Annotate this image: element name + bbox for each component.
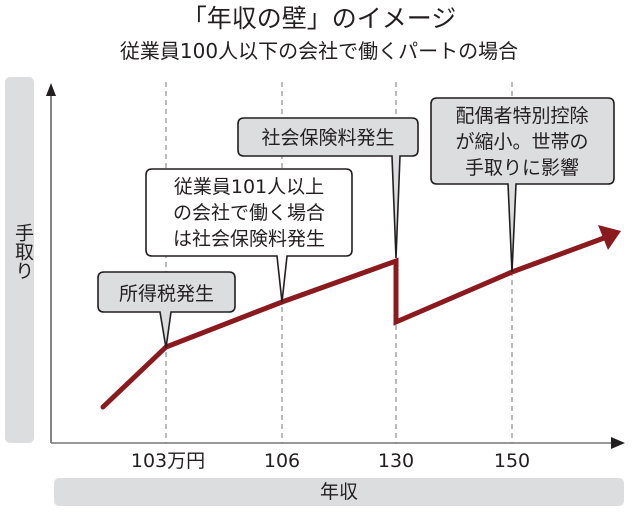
line-arrowhead-icon (598, 225, 621, 250)
axes (46, 83, 625, 449)
callout-large-company: 従業員101人以上 の会社で働く場合 は社会保険料発生 (145, 168, 353, 303)
callout-social-insurance-text: 社会保険料発生 (261, 127, 394, 149)
chart-title: 「年収の壁」のイメージ (181, 4, 457, 33)
callout-large-company-line3: は社会保険料発生 (173, 228, 325, 250)
x-tick-106: 106 (263, 450, 301, 472)
x-axis-label-bar: 年収 (54, 478, 624, 506)
callout-income-tax-text: 所得税発生 (119, 283, 214, 305)
x-tick-103: 103万円 (130, 450, 206, 472)
callout-spousal-deduction-line1: 配偶者特別控除 (455, 105, 588, 127)
callout-spousal-deduction: 配偶者特別控除 が縮小。世帯の 手取りに影響 (430, 97, 615, 273)
callout-spousal-deduction-line3: 手取りに影響 (465, 157, 579, 179)
chart-subtitle: 従業員100人以下の会社で働くパートの場合 (119, 39, 519, 63)
callout-social-insurance: 社会保険料発生 (237, 117, 419, 259)
y-axis-label-bar: 手取り (5, 77, 34, 443)
y-axis-arrow-icon (46, 83, 56, 96)
x-axis-arrow-icon (611, 437, 625, 449)
y-axis-label: 手取り (12, 223, 34, 280)
callout-large-company-line2: の会社で働く場合 (173, 202, 325, 224)
x-axis-label: 年収 (319, 481, 358, 503)
x-tick-150: 150 (493, 450, 531, 472)
callout-spousal-deduction-line2: が縮小。世帯の (455, 131, 588, 153)
x-tick-130: 130 (377, 450, 415, 472)
callout-large-company-line1: 従業員101人以上 (174, 176, 324, 198)
callout-income-tax: 所得税発生 (97, 271, 236, 349)
